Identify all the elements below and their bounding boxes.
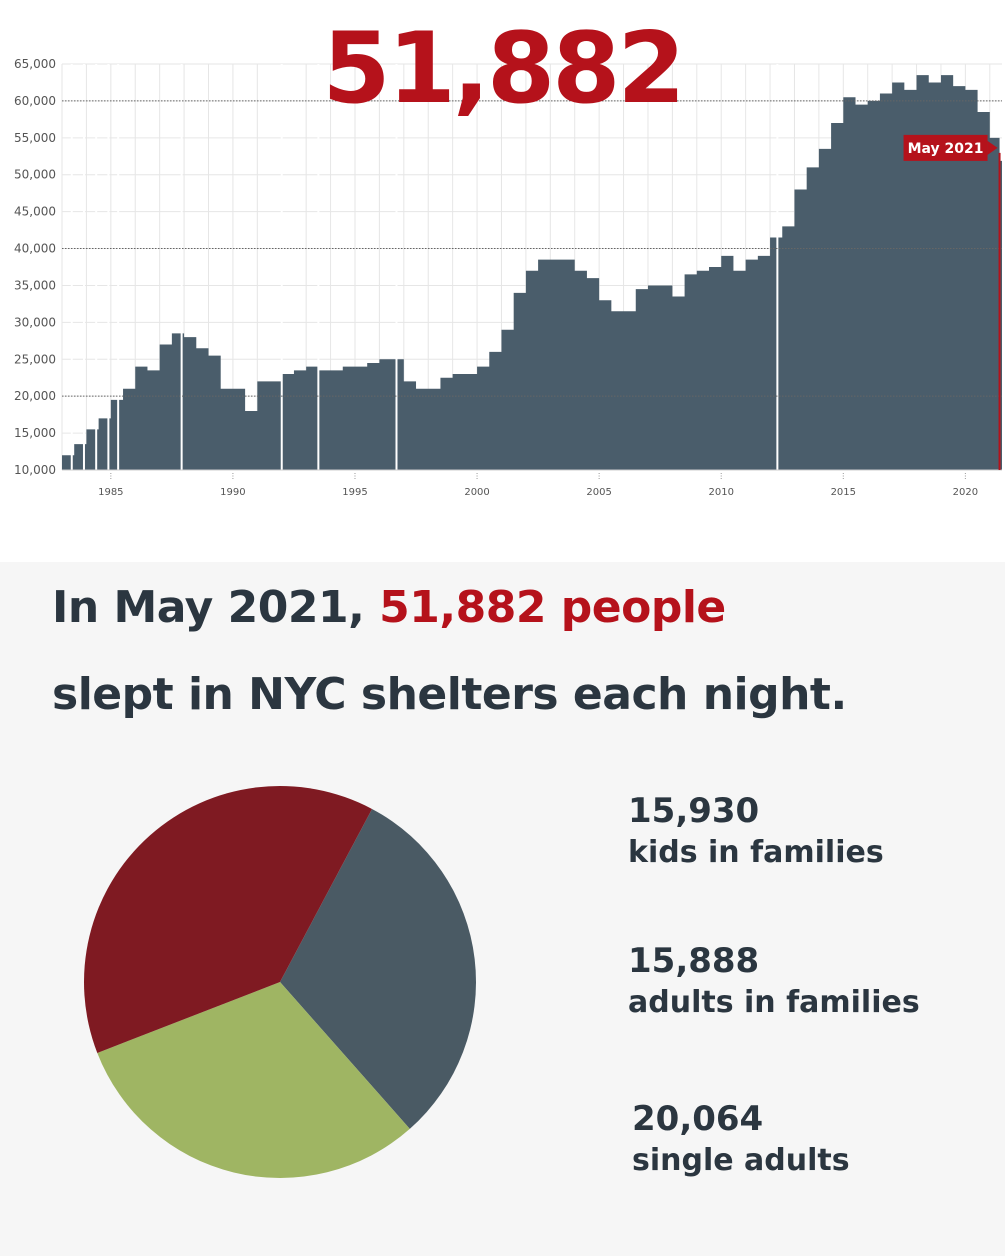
- stat-adults-value: 15,888: [628, 941, 760, 981]
- y-tick-label: 15,000: [14, 426, 56, 440]
- x-tick-label: 1985: [98, 487, 123, 498]
- y-tick-label: 60,000: [14, 94, 56, 108]
- y-tick-label: 25,000: [14, 352, 56, 366]
- annotation-badge: [903, 134, 988, 161]
- x-tick-label: 2010: [708, 487, 733, 498]
- stat-kids-value: 15,930: [628, 791, 760, 831]
- y-tick-label: 20,000: [14, 389, 56, 403]
- population-breakdown-pie: [84, 786, 476, 1178]
- chart-panel: 10,000 15,000 20,000 25,000 30,000 35,000 40,0…: [0, 0, 1005, 562]
- x-tick-label: 2020: [953, 487, 978, 498]
- headline-highlight: 51,882 people: [379, 582, 726, 633]
- stat-adults-in-families: 15,888 adults in families: [628, 940, 920, 1023]
- stat-kids-label: kids in families: [628, 834, 884, 870]
- pie-slice-single: [84, 786, 373, 1053]
- stat-single-value: 20,064: [632, 1099, 764, 1139]
- pie-slice-adults: [97, 982, 410, 1178]
- x-tick-label: 2000: [464, 487, 489, 498]
- x-tick-label: 1995: [342, 487, 367, 498]
- y-tick-label: 45,000: [14, 205, 56, 219]
- y-tick-label: 55,000: [14, 131, 56, 145]
- y-tick-label: 40,000: [14, 242, 56, 256]
- stat-kids-in-families: 15,930 kids in families: [628, 790, 884, 873]
- headline-line-1: In May 2021, 51,882 people: [52, 582, 726, 633]
- shelter-population-area-chart: 10,000 15,000 20,000 25,000 30,000 35,000 40,0…: [14, 57, 1002, 498]
- y-tick-label: 30,000: [14, 315, 56, 329]
- y-tick-label: 50,000: [14, 168, 56, 182]
- stat-single-adults: 20,064 single adults: [632, 1098, 850, 1181]
- headline-line-2: slept in NYC shelters each night.: [52, 669, 847, 720]
- y-tick-label: 10,000: [14, 463, 56, 477]
- x-tick-label: 1990: [220, 487, 245, 498]
- pie-slice-kids: [280, 808, 476, 1129]
- stat-adults-label: adults in families: [628, 984, 920, 1020]
- headline-part-1: In May 2021,: [52, 582, 380, 633]
- y-tick-label: 35,000: [14, 278, 56, 292]
- annotation-label: May 2021: [908, 141, 984, 157]
- x-tick-label: 2015: [831, 487, 856, 498]
- stat-single-label: single adults: [632, 1142, 850, 1178]
- x-tick-label: 2005: [586, 487, 611, 498]
- annotation-pointer: [987, 140, 998, 155]
- headline-number: 51,882: [322, 12, 685, 126]
- series-area: [62, 75, 1002, 471]
- y-tick-label: 65,000: [14, 57, 56, 71]
- summary-panel: In May 2021, 51,882 people slept in NYC …: [0, 562, 1005, 1256]
